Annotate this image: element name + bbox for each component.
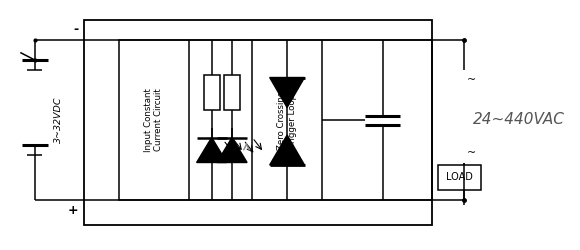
Bar: [224, 75, 240, 110]
Bar: [119, 40, 188, 200]
Bar: [84, 20, 432, 225]
Text: LOAD: LOAD: [446, 172, 473, 182]
Bar: [204, 75, 220, 110]
Text: ~: ~: [467, 148, 476, 158]
Text: +: +: [68, 204, 78, 216]
Text: Input Constant
Current Circuit: Input Constant Current Circuit: [144, 88, 164, 152]
Polygon shape: [197, 138, 227, 162]
Text: Zero Crossing
Trigger Loop: Zero Crossing Trigger Loop: [277, 90, 297, 150]
Text: -: -: [73, 24, 78, 36]
Text: 3~32VDC: 3~32VDC: [53, 97, 63, 143]
Bar: [252, 40, 322, 200]
Polygon shape: [217, 138, 247, 162]
Bar: [438, 165, 481, 190]
Polygon shape: [270, 135, 304, 165]
Text: ~: ~: [467, 75, 476, 85]
Text: 24~440VAC: 24~440VAC: [473, 112, 565, 128]
Polygon shape: [270, 78, 304, 108]
